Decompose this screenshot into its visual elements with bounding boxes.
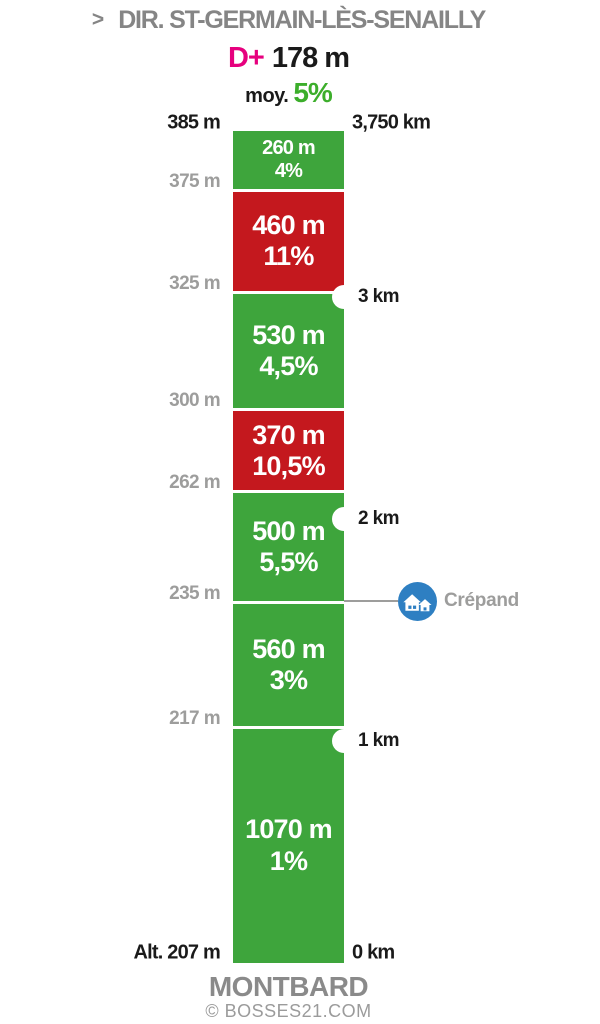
altitude-tick-label: 217 m [169, 707, 220, 729]
dplus-value: 178 m [271, 42, 350, 74]
segment-gradient-label: 11% [263, 241, 314, 272]
start-town-label: MONTBARD [208, 971, 369, 1002]
poi-connector-line [344, 600, 398, 603]
copyright-credit: © BOSSES21.COM [205, 1001, 372, 1021]
altitude-tick-label: 375 m [169, 170, 220, 192]
km-tick-label: 3 km [358, 286, 400, 308]
average-label: moy. [245, 85, 289, 107]
km-marker-dot [332, 507, 356, 532]
top-altitude-label: 385 m [167, 111, 221, 134]
segment-length-label: 530 m [252, 319, 325, 350]
profile-segment: 460 m 11% [233, 188, 344, 291]
direction-title: DIR. ST-GERMAIN-LÈS-SENAILLY [118, 5, 486, 34]
village-houses-icon [398, 581, 437, 621]
segment-length-label: 370 m [252, 419, 325, 450]
segment-gradient-label: 10,5% [252, 450, 325, 481]
profile-segment: 530 m 4,5% [233, 290, 344, 409]
altitude-tick-label: 235 m [169, 583, 220, 605]
km-marker-dot [332, 285, 356, 310]
km-tick-label: 2 km [358, 508, 400, 530]
bottom-altitude-label: Alt. 207 m [133, 941, 221, 964]
segment-length-label: 560 m [252, 633, 325, 664]
altitude-tick-label: 300 m [169, 390, 220, 412]
poi-label: Crépand [444, 590, 519, 612]
altitude-tick-label: 262 m [169, 472, 220, 494]
segment-gradient-label: 4% [274, 159, 303, 182]
segment-gradient-label: 1% [269, 845, 308, 876]
chevron-right-icon: > [91, 8, 105, 31]
direction-title-row: > DIR. ST-GERMAIN-LÈS-SENAILLY [0, 2, 577, 38]
profile-segment: 370 m 10,5% [233, 408, 344, 491]
segment-length-label: 500 m [252, 516, 325, 547]
bottom-distance-label: 0 km [352, 941, 395, 964]
profile-segment: 500 m 5,5% [233, 490, 344, 602]
altitude-tick-label: 325 m [169, 272, 220, 294]
segment-gradient-label: 4,5% [259, 351, 318, 382]
elevation-gain-row: D+ 178 m [0, 42, 577, 75]
average-value: 5% [293, 77, 332, 108]
village-houses-icon [398, 581, 437, 621]
segment-length-label: 1070 m [245, 814, 333, 845]
km-tick-label: 1 km [358, 730, 400, 752]
segment-length-label: 260 m [262, 136, 316, 159]
segment-gradient-label: 3% [269, 664, 308, 695]
profile-segment: 1070 m 1% [233, 725, 344, 963]
km-marker-dot [332, 729, 356, 754]
segment-length-label: 460 m [252, 209, 325, 240]
top-distance-label: 3,750 km [352, 111, 431, 134]
segment-gradient-label: 5,5% [259, 547, 318, 578]
profile-segment: 560 m 3% [233, 601, 344, 726]
average-gradient-row: moy. 5% [0, 77, 577, 109]
dplus-label: D+ [227, 42, 265, 74]
profile-segment: 260 m 4% [233, 131, 344, 189]
